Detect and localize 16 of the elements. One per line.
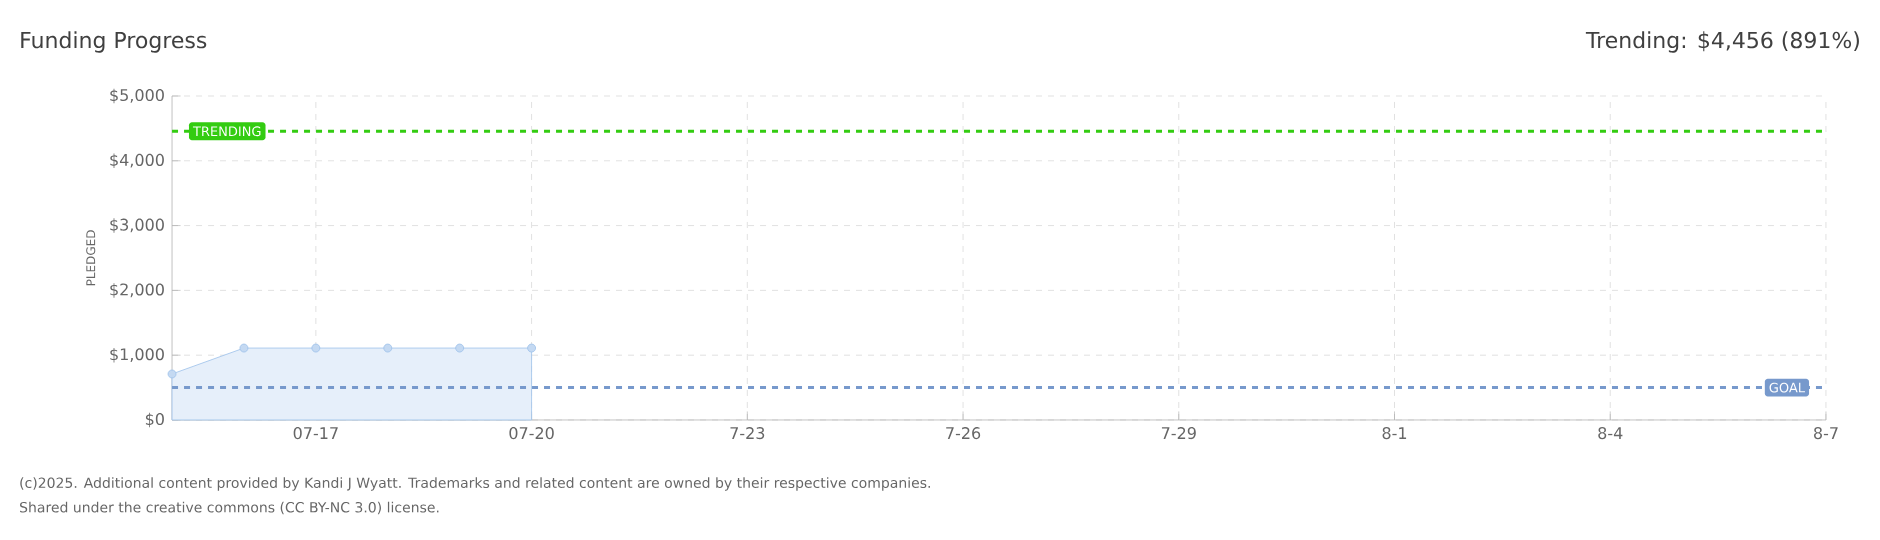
x-tick-label: 07-20 — [509, 427, 554, 440]
y-tick-label: $2,000 — [110, 283, 164, 298]
x-tick-label: 7-29 — [1161, 427, 1196, 440]
y-tick-label: $5,000 — [110, 88, 164, 104]
x-tick-label: 7-26 — [946, 427, 981, 440]
y-tick-label: $1,000 — [110, 347, 164, 363]
chart-title: Funding Progress — [21, 31, 207, 53]
y-tick-label: $3,000 — [110, 218, 164, 233]
y-tick-label: $0 — [145, 412, 164, 428]
text: Trending: $4,456 (891%) — [1585, 31, 1859, 53]
y-tick-label: $4,000 — [110, 153, 164, 169]
x-tick-label: 7-23 — [730, 427, 765, 440]
x-tick-label: 8-4 — [1598, 427, 1623, 440]
x-tick-label: 8-1 — [1382, 427, 1407, 440]
x-tick-label: 8-7 — [1814, 427, 1838, 440]
x-tick-label: 07-17 — [293, 427, 338, 440]
